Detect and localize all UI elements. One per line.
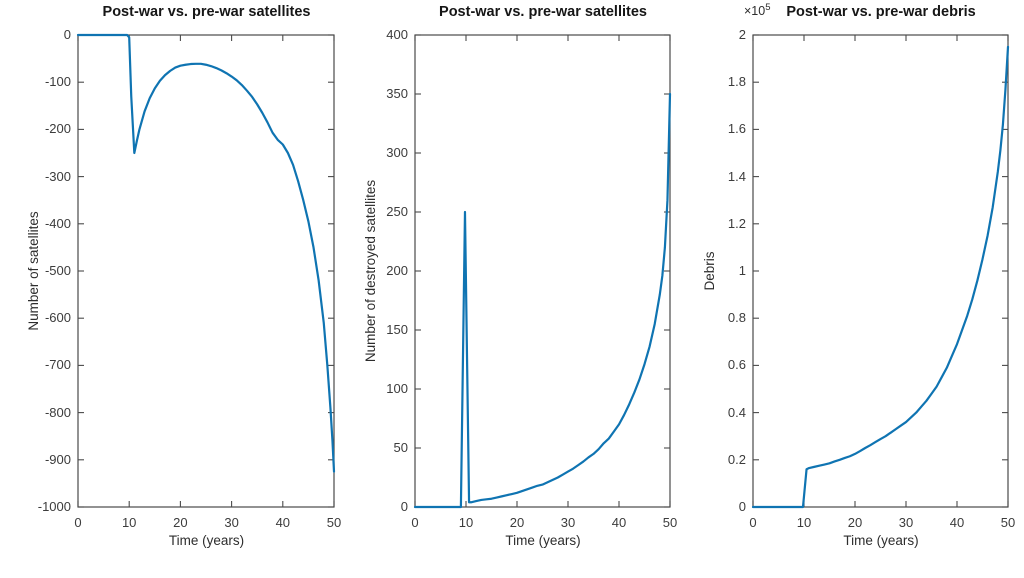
- x-tick-label: 20: [173, 515, 188, 530]
- y-tick-label: 1.2: [727, 215, 746, 231]
- y-tick-label: -900: [44, 451, 71, 467]
- y-tick-label: 200: [386, 263, 408, 278]
- y-tick-label: 1: [738, 263, 746, 278]
- y-tick-label: -400: [44, 215, 71, 231]
- x-axis-label: Time (years): [505, 533, 581, 548]
- x-tick-label: 20: [509, 515, 525, 530]
- x-axis-label: Time (years): [168, 533, 245, 548]
- y-tick-label: 0.4: [727, 404, 746, 420]
- y-tick-label: -200: [44, 121, 71, 137]
- x-tick-label: 20: [847, 515, 863, 530]
- y-tick-label: 0: [738, 499, 746, 514]
- x-tick-label: 30: [560, 515, 576, 530]
- y-tick-label: -300: [44, 168, 71, 184]
- x-tick-label: 10: [458, 515, 474, 530]
- y-tick-label: -600: [44, 310, 71, 326]
- y-tick-label: 100: [386, 381, 408, 396]
- y-tick-label: 0.8: [727, 310, 746, 326]
- x-tick-label: 10: [796, 515, 812, 530]
- y-tick-label: 300: [386, 145, 408, 160]
- line-destroyed-satellites: [413, 92, 672, 509]
- line-net-satellites: [76, 33, 336, 473]
- y-tick-label: 0.2: [727, 451, 746, 467]
- y-tick-label: -1000: [37, 499, 71, 514]
- x-tick-label: 40: [275, 515, 291, 530]
- plot-title: Post-war vs. pre-war satellites: [439, 4, 647, 20]
- x-tick-label: 30: [898, 515, 914, 530]
- y-tick-label: 50: [393, 440, 408, 455]
- x-tick-label: 40: [611, 515, 627, 530]
- y-tick-label: 0.6: [727, 357, 746, 373]
- x-tick-label: 50: [662, 515, 678, 530]
- y-tick-label: 1.6: [727, 121, 746, 137]
- y-tick-label: 2: [738, 27, 746, 42]
- line-debris: [751, 45, 1010, 509]
- y-tick-label: -800: [44, 404, 71, 420]
- y-tick-label: 0: [63, 27, 71, 42]
- y-tick-label: -500: [44, 263, 71, 278]
- x-tick-label: 50: [1000, 515, 1016, 530]
- y-tick-label: -100: [44, 74, 71, 90]
- x-tick-label: 10: [121, 515, 137, 530]
- x-tick-label: 30: [224, 515, 239, 530]
- x-tick-label: 0: [749, 515, 757, 530]
- x-tick-label: 0: [74, 515, 82, 530]
- plot-title: Post-war vs. pre-war debris: [786, 4, 976, 20]
- y-tick-label: 1.8: [727, 74, 746, 90]
- exponent-power: 5: [765, 2, 771, 13]
- plot-title: Post-war vs. pre-war satellites: [102, 4, 311, 20]
- x-tick-label: 0: [411, 515, 419, 530]
- y-tick-label: 0: [400, 499, 408, 514]
- y-tick-label: 250: [386, 204, 408, 219]
- y-tick-label: 400: [386, 27, 408, 42]
- x-axis-label: Time (years): [843, 533, 919, 548]
- y-tick-label: 150: [386, 322, 408, 337]
- y-tick-label: 1.4: [727, 168, 746, 184]
- x-tick-label: 40: [949, 515, 965, 530]
- plot-area-2: [751, 34, 1010, 509]
- plot-area-1: [413, 34, 672, 509]
- plot-area-0: [76, 33, 336, 508]
- exponent-base: ×10: [744, 4, 766, 19]
- y-tick-label: 350: [386, 86, 408, 101]
- x-tick-label: 50: [326, 515, 342, 530]
- y-tick-label: -700: [44, 357, 71, 373]
- y-axis-exponent: ×105: [744, 2, 771, 18]
